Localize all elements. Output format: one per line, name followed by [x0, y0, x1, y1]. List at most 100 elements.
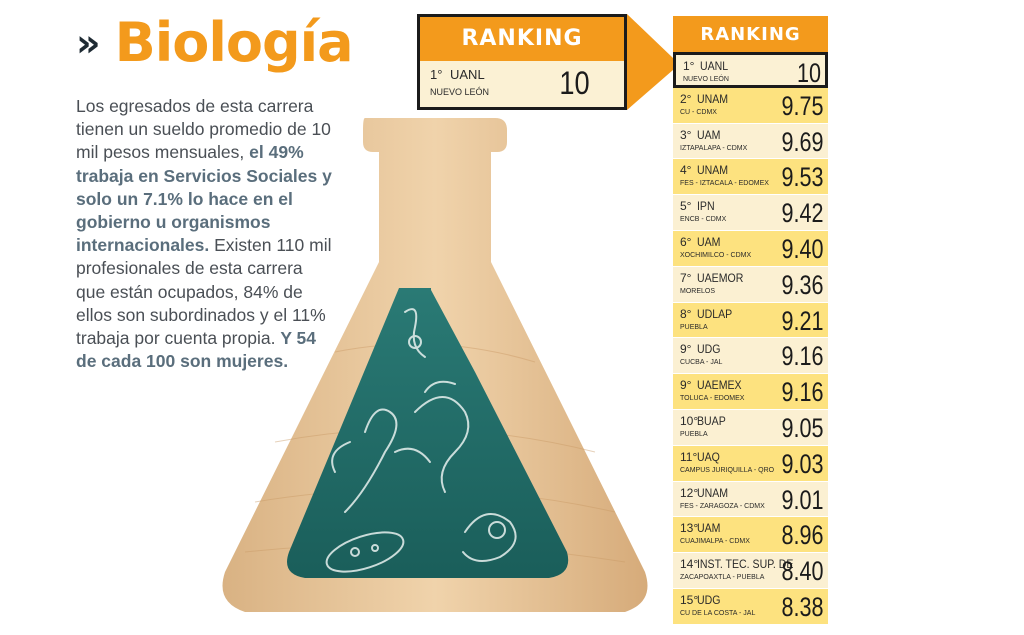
rank-position: 14°	[680, 557, 699, 572]
rank-location: PUEBLA	[680, 430, 708, 438]
page-title: Biología	[114, 11, 354, 74]
rank-score: 9.40	[781, 233, 824, 264]
rank-score: 10	[796, 58, 821, 88]
callout-position: 1°	[430, 67, 443, 82]
rank-score: 9.53	[781, 162, 824, 193]
employment-text: Existen 110 mil profesionales de esta ca…	[76, 235, 332, 349]
ranking-table: RANKING 1° UANL NUEVO LEÓN 10 2° UNAM CU - CDM…	[673, 16, 828, 625]
rank-university: UAM	[697, 521, 721, 536]
rank-position: 1°	[683, 59, 695, 73]
rank-score: 9.21	[781, 305, 824, 336]
rank-position: 2°	[680, 91, 692, 106]
callout-arrow-icon	[627, 14, 673, 110]
ranking-row: 7° UAEMOR MORELOS 9.36	[673, 266, 828, 303]
article-text: Los egresados de esta carrera tienen un …	[76, 95, 336, 373]
ranking-row: 12° UNAM FES - ZARAGOZA - CDMX 9.01	[673, 481, 828, 518]
callout-heading: RANKING	[420, 17, 624, 61]
rank-score: 9.03	[781, 448, 824, 479]
ranking-heading: RANKING	[673, 16, 828, 52]
rank-location: CU DE LA COSTA - JAL	[680, 609, 756, 617]
ranking-row: 11° UAQ CAMPUS JURIQUILLA - QRO 9.03	[673, 445, 828, 482]
rank-location: CUAJIMALPA - CDMX	[680, 538, 750, 546]
ranking-row: 2° UNAM CU - CDMX 9.75	[673, 87, 828, 124]
rank-university: UNAM	[697, 485, 729, 500]
rank-university: INST. TEC. SUP. DE	[697, 557, 794, 572]
rank-university: UNAM	[697, 163, 729, 178]
rank-position: 5°	[680, 199, 692, 214]
rank-position: 9°	[680, 378, 692, 393]
ranking-row: 9° UAEMEX TOLUCA - EDOMEX 9.16	[673, 374, 828, 410]
rank-university: UDG	[697, 342, 721, 357]
page-header: » Biología	[76, 11, 354, 74]
callout-location: NUEVO LEÓN	[430, 87, 490, 97]
ranking-row: 6° UAM XOCHIMILCO - CDMX 9.40	[673, 230, 828, 267]
ranking-row: 1° UANL NUEVO LEÓN 10	[673, 52, 828, 88]
rank-position: 8°	[680, 306, 692, 321]
rank-location: MORELOS	[680, 287, 716, 295]
chevron-icon: »	[76, 21, 100, 65]
rank-location: CU - CDMX	[680, 108, 717, 116]
flask-illustration	[222, 118, 648, 612]
rank-score: 9.16	[781, 377, 824, 408]
ranking-row: 4° UNAM FES - IZTACALA - EDOMEX 9.53	[673, 159, 828, 196]
ranking-row: 3° UAM IZTAPALAPA - CDMX 9.69	[673, 123, 828, 160]
rank-university: UAM	[697, 127, 721, 142]
rank-score: 8.40	[781, 556, 824, 587]
rank-university: UNAM	[697, 91, 729, 106]
ranking-row: 13° UAM CUAJIMALPA - CDMX 8.96	[673, 517, 828, 554]
rank-score: 9.75	[781, 90, 824, 121]
ranking-list: 1° UANL NUEVO LEÓN 10 2° UNAM CU - CDMX 9.75 3° U…	[673, 52, 828, 625]
ranking-row: 14° INST. TEC. SUP. DE ZACAPOAXTLA - PUEBL…	[673, 553, 828, 589]
rank-position: 6°	[680, 234, 692, 249]
callout-university: UANL	[450, 67, 485, 82]
rank-position: 9°	[680, 342, 692, 357]
rank-university: UAM	[697, 234, 721, 249]
rank-position: 10°	[680, 413, 699, 428]
ranking-row: 8° UDLAP PUEBLA 9.21	[673, 302, 828, 339]
callout-body: 1° UANL NUEVO LEÓN 10	[420, 61, 624, 107]
chalkboard	[287, 288, 569, 578]
rank-university: IPN	[697, 199, 715, 214]
rank-location: CUCBA - JAL	[680, 359, 723, 367]
ranking-row: 5° IPN ENCB - CDMX 9.42	[673, 195, 828, 231]
rank-location: FES - ZARAGOZA - CDMX	[680, 502, 765, 510]
rank-university: UDLAP	[697, 306, 733, 321]
rank-university: UAEMOR	[697, 270, 744, 285]
rank-position: 4°	[680, 163, 692, 178]
rank-position: 3°	[680, 127, 692, 142]
callout-score: 10	[559, 65, 590, 101]
rank-university: UDG	[697, 592, 721, 607]
rank-score: 9.01	[781, 484, 824, 515]
highlight-stats: el 49% trabaja en Servicios Sociales y s…	[76, 142, 332, 256]
rank-location: CAMPUS JURIQUILLA - QRO	[680, 466, 775, 474]
ranking-callout-card: RANKING 1° UANL NUEVO LEÓN 10	[417, 14, 627, 110]
rank-location: PUEBLA	[680, 323, 708, 331]
rank-score: 9.36	[781, 269, 824, 300]
rank-location: FES - IZTACALA - EDOMEX	[680, 180, 769, 188]
rank-location: NUEVO LEÓN	[683, 76, 729, 83]
rank-position: 11°	[680, 449, 698, 464]
rank-university: UANL	[700, 59, 729, 73]
rank-score: 9.42	[781, 198, 824, 229]
intro-text: Los egresados de esta carrera tienen un …	[76, 96, 331, 163]
ranking-row: 15° UDG CU DE LA COSTA - JAL 8.38	[673, 588, 828, 625]
ranking-row: 9° UDG CUCBA - JAL 9.16	[673, 338, 828, 375]
rank-score: 8.38	[781, 591, 824, 622]
rank-location: ENCB - CDMX	[680, 216, 727, 224]
highlight-gender: Y 54 de cada 100 son mujeres.	[76, 328, 317, 372]
rank-location: IZTAPALAPA - CDMX	[680, 144, 748, 152]
rank-location: TOLUCA - EDOMEX	[680, 395, 745, 403]
rank-position: 13°	[680, 521, 699, 536]
rank-university: UAEMEX	[697, 378, 742, 393]
rank-score: 8.96	[781, 520, 824, 551]
rank-university: BUAP	[697, 413, 726, 428]
ranking-row: 10° BUAP PUEBLA 9.05	[673, 409, 828, 446]
rank-position: 12°	[680, 485, 699, 500]
rank-location: ZACAPOAXTLA - PUEBLA	[680, 574, 765, 582]
rank-university: UAQ	[697, 449, 720, 464]
rank-score: 9.69	[781, 126, 824, 157]
rank-position: 15°	[680, 592, 699, 607]
rank-location: XOCHIMILCO - CDMX	[680, 251, 752, 259]
rank-position: 7°	[680, 270, 692, 285]
rank-score: 9.16	[781, 341, 824, 372]
